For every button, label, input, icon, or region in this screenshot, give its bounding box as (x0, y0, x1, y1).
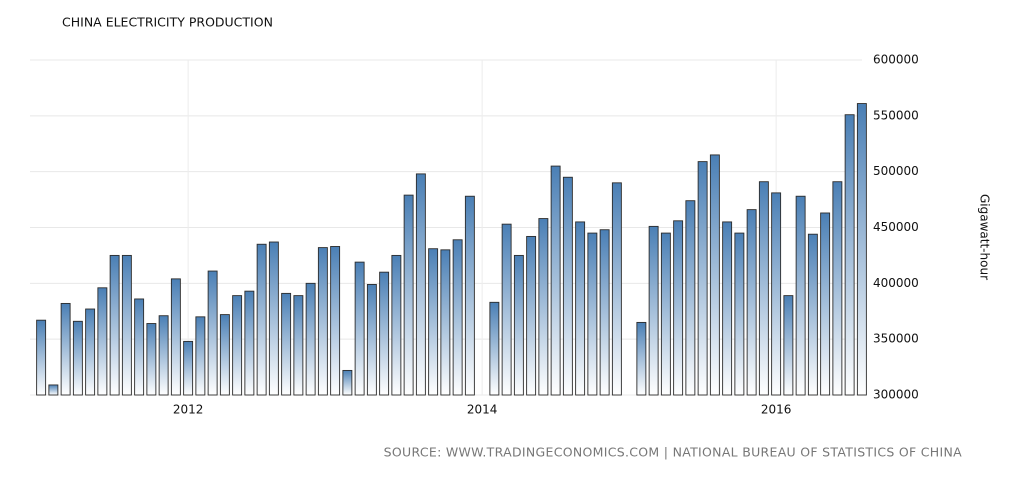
bar (464, 195, 475, 396)
bar (832, 181, 843, 396)
x-tick-label: 2012 (173, 403, 204, 417)
bar (305, 282, 316, 396)
bar (170, 278, 181, 396)
bar (256, 243, 267, 396)
y-tick-label: 500000 (873, 164, 919, 178)
bar (36, 319, 47, 396)
y-tick-label: 400000 (873, 276, 919, 290)
y-tick-label: 450000 (873, 220, 919, 234)
bar (281, 292, 292, 396)
bar (48, 384, 59, 396)
bar (795, 195, 806, 396)
bar (440, 249, 451, 396)
bar (415, 173, 426, 396)
bar (317, 247, 328, 396)
bar (660, 232, 671, 396)
bar (158, 315, 169, 396)
bar (783, 295, 794, 396)
bar (121, 254, 132, 396)
y-axis-title: Gigawatt-hour (978, 194, 992, 280)
bar (85, 308, 96, 396)
bar (734, 232, 745, 396)
bar (195, 316, 206, 396)
bar (771, 192, 782, 396)
bar (648, 225, 659, 396)
bar (232, 295, 243, 396)
bar (636, 321, 647, 396)
bar (244, 290, 255, 396)
bar (697, 161, 708, 396)
bar (293, 295, 304, 396)
bar (109, 254, 120, 396)
bar (452, 239, 463, 396)
bar (562, 176, 573, 396)
bar (146, 323, 157, 396)
bar (575, 221, 586, 396)
chart-title: CHINA ELECTRICITY PRODUCTION (62, 15, 273, 30)
bar (60, 302, 71, 396)
bar (72, 320, 83, 396)
bar (403, 194, 414, 396)
bar (685, 200, 696, 396)
bar (807, 233, 818, 396)
bar (354, 261, 365, 396)
bar (746, 209, 757, 396)
y-tick-label: 300000 (873, 388, 919, 402)
bar (219, 314, 230, 396)
bar (183, 340, 194, 396)
bar (134, 298, 145, 396)
bar (673, 220, 684, 396)
y-tick-label: 550000 (873, 108, 919, 122)
bar (599, 229, 610, 396)
bar (611, 182, 622, 396)
bar (709, 154, 720, 396)
bar (501, 223, 512, 396)
bar (489, 301, 500, 396)
bar (844, 114, 855, 396)
bar (538, 218, 549, 396)
bar (342, 369, 353, 396)
x-tick-label: 2014 (467, 403, 498, 417)
bar (268, 241, 279, 396)
bar (722, 221, 733, 396)
bar (820, 212, 831, 396)
bar (587, 232, 598, 396)
bar (379, 271, 390, 396)
bar (97, 287, 108, 396)
bar (207, 270, 218, 396)
x-tick-label: 2016 (761, 403, 792, 417)
bar (513, 254, 524, 396)
bar (330, 246, 341, 396)
bar (526, 235, 537, 396)
y-tick-label: 350000 (873, 332, 919, 346)
bar (856, 103, 867, 396)
bar (550, 165, 561, 396)
bar (428, 248, 439, 396)
source: SOURCE: WWW.TRADINGECONOMICS.COM | NATIO… (384, 445, 962, 460)
bar (366, 284, 377, 396)
bar (391, 254, 402, 396)
bar (758, 181, 769, 396)
y-tick-label: 600000 (873, 53, 919, 67)
